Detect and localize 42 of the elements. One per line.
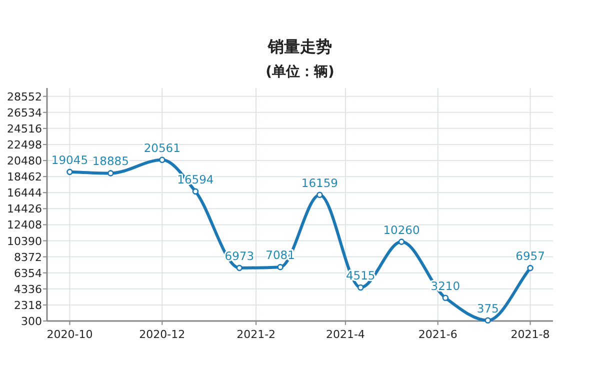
data-label: 19045 bbox=[51, 152, 88, 167]
y-tick-label: 28552 bbox=[7, 90, 42, 104]
point bbox=[357, 284, 364, 291]
text: 2021-6 bbox=[418, 328, 458, 341]
y-tick-label: 14426 bbox=[7, 202, 42, 216]
point bbox=[484, 317, 492, 324]
chart-subtitle: (单位：辆) bbox=[266, 64, 334, 80]
point bbox=[442, 294, 449, 302]
x-tick-label: 2020-10 bbox=[46, 328, 93, 341]
y-tick-label: 6354 bbox=[14, 266, 42, 280]
data-label: 10260 bbox=[383, 222, 420, 237]
y-tick-label: 8372 bbox=[14, 250, 42, 264]
y-tick-label: 18462 bbox=[7, 170, 42, 184]
chart-title: 销量走势 bbox=[267, 37, 332, 56]
data-label: 16159 bbox=[301, 176, 338, 190]
y-tick-label: 10390 bbox=[7, 234, 42, 248]
point bbox=[236, 264, 243, 272]
text: 2021-4 bbox=[326, 328, 365, 341]
data-label: 18885 bbox=[92, 154, 129, 168]
text: 2021-8 bbox=[510, 328, 550, 341]
point bbox=[107, 170, 114, 176]
y-tick-label: 4336 bbox=[14, 282, 42, 296]
point bbox=[398, 238, 405, 245]
y-tick-label: 16444 bbox=[7, 186, 42, 200]
data-label: 20561 bbox=[144, 140, 180, 155]
x-tick-label: 2020-12 bbox=[139, 328, 186, 341]
point bbox=[316, 192, 323, 198]
y-tick-label: 300 bbox=[21, 315, 42, 328]
point bbox=[192, 188, 199, 195]
point bbox=[66, 168, 73, 176]
data-label: 6957 bbox=[516, 249, 545, 264]
point bbox=[527, 264, 534, 272]
data-label: 375 bbox=[476, 301, 499, 316]
y-tick-label: 26534 bbox=[7, 106, 42, 120]
y-tick-label: 2318 bbox=[14, 298, 42, 312]
y-tick-label: 12408 bbox=[7, 218, 42, 232]
y-tick-label: 22498 bbox=[7, 138, 42, 152]
point bbox=[158, 156, 166, 164]
point bbox=[277, 264, 284, 270]
text: 2021-2 bbox=[236, 328, 276, 341]
y-tick-label: 24516 bbox=[7, 122, 42, 136]
y-tick-label: 20480 bbox=[7, 154, 42, 168]
